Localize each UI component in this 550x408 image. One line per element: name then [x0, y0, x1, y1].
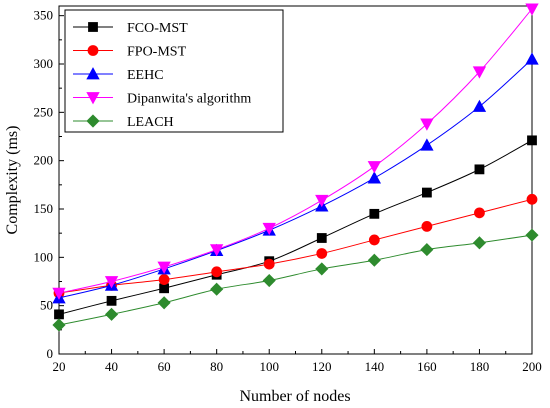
data-point-fpo-mst: [368, 234, 380, 246]
data-point-fpo-mst: [316, 248, 328, 259]
data-point-fco-mst: [316, 233, 327, 243]
data-point-leach: [315, 262, 329, 276]
x-tick-label: 20: [53, 359, 66, 374]
data-point-fpo-mst: [211, 266, 223, 278]
data-point-dipanwita-s-algorithm: [157, 261, 171, 274]
data-point-fco-mst: [369, 208, 380, 219]
series-line-fpo-mst: [59, 198, 532, 294]
legend-marker: [86, 92, 100, 105]
y-axis-label: Complexity (ms): [4, 126, 21, 235]
data-point-fpo-mst: [526, 193, 538, 205]
x-tick-label: 80: [210, 359, 223, 374]
x-tick-label: 180: [470, 359, 490, 374]
data-point-eehc: [525, 52, 539, 65]
legend-label: EEHC: [127, 68, 164, 83]
series-line-dipanwita-s-algorithm: [59, 8, 532, 294]
y-tick-label: 200: [34, 153, 54, 168]
data-point-leach: [472, 236, 487, 250]
data-point-leach: [262, 273, 276, 288]
legend-item-fpo-mst: FPO-MST: [73, 45, 187, 60]
series-line-eehc: [59, 58, 532, 299]
data-point-fpo-mst: [263, 258, 275, 270]
data-point-dipanwita-s-algorithm: [420, 118, 434, 131]
data-point-leach: [157, 296, 171, 310]
series-fpo-mst: [53, 193, 538, 299]
legend-item-dipanwita-s-algorithm: Dipanwita's algorithm: [73, 92, 251, 107]
x-tick-label: 140: [365, 359, 385, 374]
legend-box: [64, 9, 284, 133]
data-point-leach: [104, 307, 119, 321]
data-point-fpo-mst: [158, 274, 170, 285]
data-point-leach: [210, 282, 224, 296]
series-leach: [52, 228, 539, 332]
data-point-leach: [420, 243, 434, 257]
x-tick-label: 60: [158, 359, 171, 374]
series-layer: [52, 3, 539, 332]
data-point-dipanwita-s-algorithm: [472, 66, 487, 79]
x-tick-label: 120: [312, 359, 332, 374]
data-point-fco-mst: [421, 187, 432, 198]
data-point-fco-mst: [106, 295, 117, 306]
legend-marker: [87, 45, 99, 56]
legend-marker: [86, 114, 100, 128]
data-point-fco-mst: [54, 309, 64, 320]
y-tick-label: 50: [40, 298, 53, 313]
legend-label: FCO-MST: [127, 21, 188, 36]
legend-label: LEACH: [127, 115, 174, 130]
data-point-dipanwita-s-algorithm: [367, 161, 382, 174]
legend-label: Dipanwita's algorithm: [127, 92, 251, 107]
legend-marker: [86, 67, 100, 80]
y-tick-label: 100: [34, 249, 54, 264]
x-tick-label: 160: [417, 359, 437, 374]
x-tick-label: 40: [105, 359, 118, 374]
data-point-dipanwita-s-algorithm: [209, 244, 224, 257]
legend-label: FPO-MST: [127, 45, 187, 60]
data-point-leach: [367, 253, 381, 267]
legend: FCO-MST FPO-MST EEHC Dipanwita's algorithm L…: [64, 9, 284, 133]
legend-item-eehc: EEHC: [73, 67, 164, 83]
series-dipanwita-s-algorithm: [52, 3, 539, 300]
x-axis: 20 40 60 80 100 120 140 160 180 200: [53, 349, 542, 374]
legend-item-fco-mst: FCO-MST: [73, 21, 188, 36]
data-point-fpo-mst: [474, 207, 485, 219]
data-point-dipanwita-s-algorithm: [104, 276, 119, 289]
x-axis-label: Number of nodes: [239, 388, 350, 405]
data-point-eehc: [420, 138, 434, 151]
data-point-eehc: [367, 171, 382, 184]
data-point-fco-mst: [527, 135, 537, 146]
data-point-dipanwita-s-algorithm: [52, 287, 66, 300]
y-tick-label: 350: [34, 8, 54, 23]
y-tick-label: 250: [34, 104, 54, 119]
series-line-leach: [59, 234, 532, 326]
y-axis: 0 50 100 150 200 250 300 350: [34, 8, 64, 361]
y-tick-label: 0: [47, 346, 54, 361]
legend-marker: [88, 22, 98, 32]
y-tick-label: 300: [34, 56, 54, 71]
x-tick-label: 100: [259, 359, 279, 374]
data-point-leach: [525, 228, 539, 242]
data-point-eehc: [472, 99, 487, 112]
data-point-fco-mst: [159, 283, 170, 294]
data-point-leach: [52, 318, 66, 332]
y-tick-label: 150: [34, 201, 54, 216]
data-point-fpo-mst: [421, 220, 433, 232]
data-point-dipanwita-s-algorithm: [525, 3, 539, 16]
data-point-dipanwita-s-algorithm: [262, 222, 276, 236]
x-tick-label: 200: [522, 359, 542, 374]
series-line-fco-mst: [59, 139, 532, 315]
data-point-dipanwita-s-algorithm: [315, 194, 329, 208]
data-point-fco-mst: [474, 164, 485, 175]
legend-item-leach: LEACH: [73, 114, 174, 130]
series-fco-mst: [54, 135, 537, 320]
